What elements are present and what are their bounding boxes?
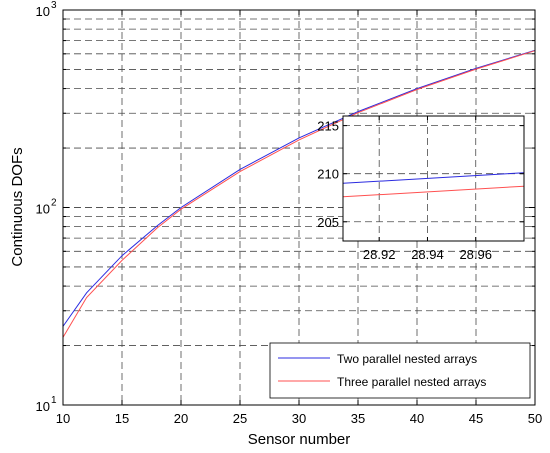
y-axis-label: Continuous DOFs xyxy=(9,147,26,266)
x-tick-label: 35 xyxy=(351,411,365,426)
x-tick-label: 50 xyxy=(528,411,542,426)
series-line-three-parallel xyxy=(62,50,536,338)
inset-series-line-three-parallel xyxy=(342,185,525,198)
inset-y-tick-labels: 205 210 215 xyxy=(317,119,339,230)
inset-axes-frame xyxy=(342,115,525,242)
legend: Two parallel nested arrays Three paralle… xyxy=(269,342,531,399)
x-tick-label: 30 xyxy=(292,411,306,426)
inset-series-line-two-parallel xyxy=(342,172,525,184)
y-tick-base: 10 xyxy=(36,399,50,414)
x-tick-label: 25 xyxy=(233,411,247,426)
inset-y-tick-label: 205 xyxy=(317,215,339,230)
legend-label-two-parallel: Two parallel nested arrays xyxy=(337,352,477,366)
x-tick-label: 45 xyxy=(469,411,483,426)
main-grid xyxy=(63,10,535,405)
inset-x-tick-labels: 28.92 28.94 28.96 xyxy=(363,247,492,262)
y-tick-exponent: 2 xyxy=(51,198,57,209)
x-axis-label: Sensor number xyxy=(248,431,351,448)
y-tick-label: 10 1 xyxy=(36,395,57,414)
x-tick-labels: 10 15 20 25 30 35 40 45 50 xyxy=(56,411,542,426)
inset-y-tick-label: 215 xyxy=(317,119,339,134)
x-tick-label: 20 xyxy=(174,411,188,426)
inset-x-tick-label: 28.94 xyxy=(411,247,444,262)
inset-ticks xyxy=(343,116,524,241)
inset-x-tick-label: 28.96 xyxy=(459,247,492,262)
x-tick-label: 15 xyxy=(115,411,129,426)
main-ticks xyxy=(62,10,536,405)
y-tick-label: 10 3 xyxy=(36,0,57,19)
legend-box xyxy=(269,342,531,399)
x-tick-label: 10 xyxy=(56,411,70,426)
inset-series xyxy=(342,172,525,198)
y-tick-exponent: 1 xyxy=(51,395,57,406)
y-tick-exponent: 3 xyxy=(51,0,57,11)
y-tick-base: 10 xyxy=(36,202,50,217)
y-tick-label: 10 2 xyxy=(36,198,57,217)
inset-x-tick-label: 28.92 xyxy=(363,247,396,262)
series-line-two-parallel xyxy=(62,49,536,327)
legend-label-three-parallel: Three parallel nested arrays xyxy=(337,375,486,389)
main-series xyxy=(62,49,536,338)
x-tick-label: 40 xyxy=(410,411,424,426)
inset-grid xyxy=(343,116,524,241)
inset-y-tick-label: 210 xyxy=(317,167,339,182)
y-tick-base: 10 xyxy=(36,4,50,19)
